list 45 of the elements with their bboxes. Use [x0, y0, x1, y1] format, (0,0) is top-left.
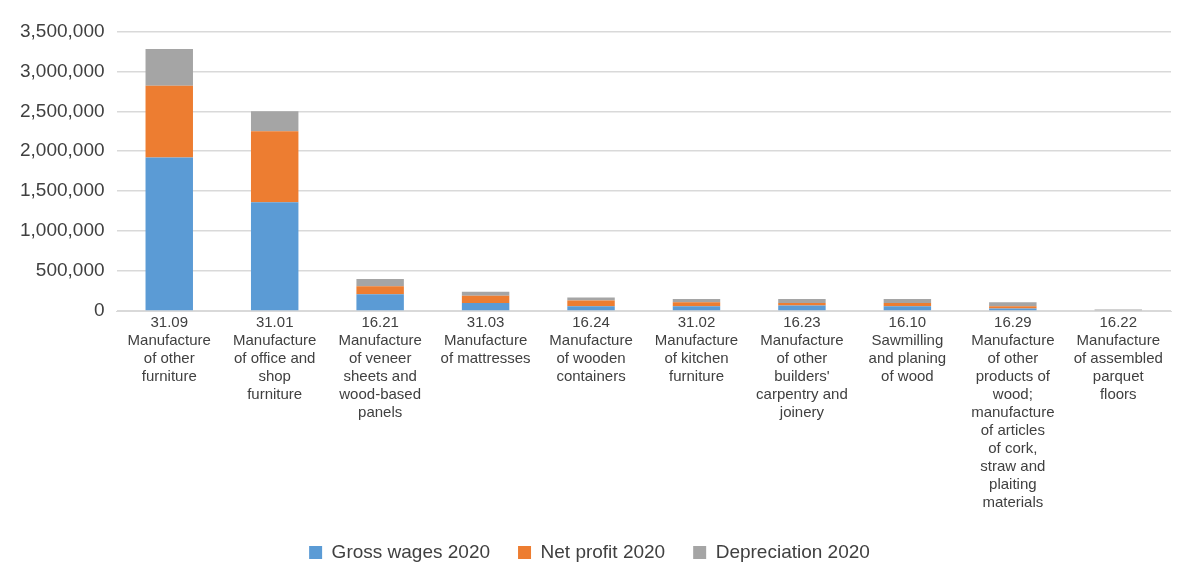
x-tick-label: 31.03 Manufacture of mattresses	[440, 313, 531, 367]
bar	[356, 286, 404, 295]
category-label: 16.29 Manufacture of other products of wood; manufacture of articles of cork, straw and plaiting materials	[971, 313, 1055, 511]
bar	[672, 306, 721, 311]
x-tick-label: 16.24 Manufacture of wooden containers	[549, 313, 633, 385]
x-tick-label: 16.10 Sawmilling and planing of wood	[868, 313, 947, 385]
y-tick-label: 500,000	[35, 259, 105, 281]
bar	[778, 299, 826, 304]
legend-label: Net profit 2020	[540, 540, 666, 562]
x-tick-label: 16.23 Manufacture of other builders' carpentry and joinery	[756, 313, 848, 421]
y-tick-label: 1,500,000	[19, 179, 105, 201]
bar	[672, 302, 721, 307]
legend-label: Gross wages 2020	[331, 540, 491, 562]
bar	[883, 306, 932, 311]
bar	[356, 294, 404, 311]
bar	[461, 303, 510, 311]
x-tick-label: 16.21 Manufacture of veneer sheets and wood-based panels	[338, 313, 422, 421]
y-tick-label: 2,000,000	[19, 139, 105, 161]
bar	[567, 300, 615, 307]
y-tick-label: 3,000,000	[19, 59, 105, 81]
y-tick-label: 1,000,000	[19, 219, 105, 241]
bar	[145, 48, 193, 86]
y-tick-label: 3,500,000	[19, 19, 105, 41]
bar	[672, 299, 721, 303]
bar	[250, 111, 299, 132]
bar	[461, 291, 510, 296]
x-tick-label: 31.01 Manufacture of office and shop furniture	[233, 313, 317, 403]
y-tick-label: 0	[93, 299, 105, 321]
bar	[145, 85, 193, 158]
bar	[461, 295, 510, 304]
bar	[883, 299, 932, 304]
bar	[989, 302, 1037, 307]
bar	[356, 279, 404, 287]
bar	[883, 303, 932, 307]
bar	[250, 131, 299, 203]
x-tick-label: 31.09 Manufacture of other furniture	[127, 313, 211, 385]
x-tick-label: 31.02 Manufacture of kitchen furniture	[654, 313, 739, 385]
bar	[145, 157, 193, 311]
bar	[567, 297, 615, 301]
y-tick-label: 2,500,000	[19, 99, 105, 121]
bar	[250, 202, 299, 311]
bar	[778, 305, 826, 311]
legend-label: Depreciation 2020	[715, 540, 870, 562]
x-tick-label: 16.22 Manufacture of assembled parquet floors	[1073, 313, 1163, 403]
bar	[567, 306, 615, 311]
